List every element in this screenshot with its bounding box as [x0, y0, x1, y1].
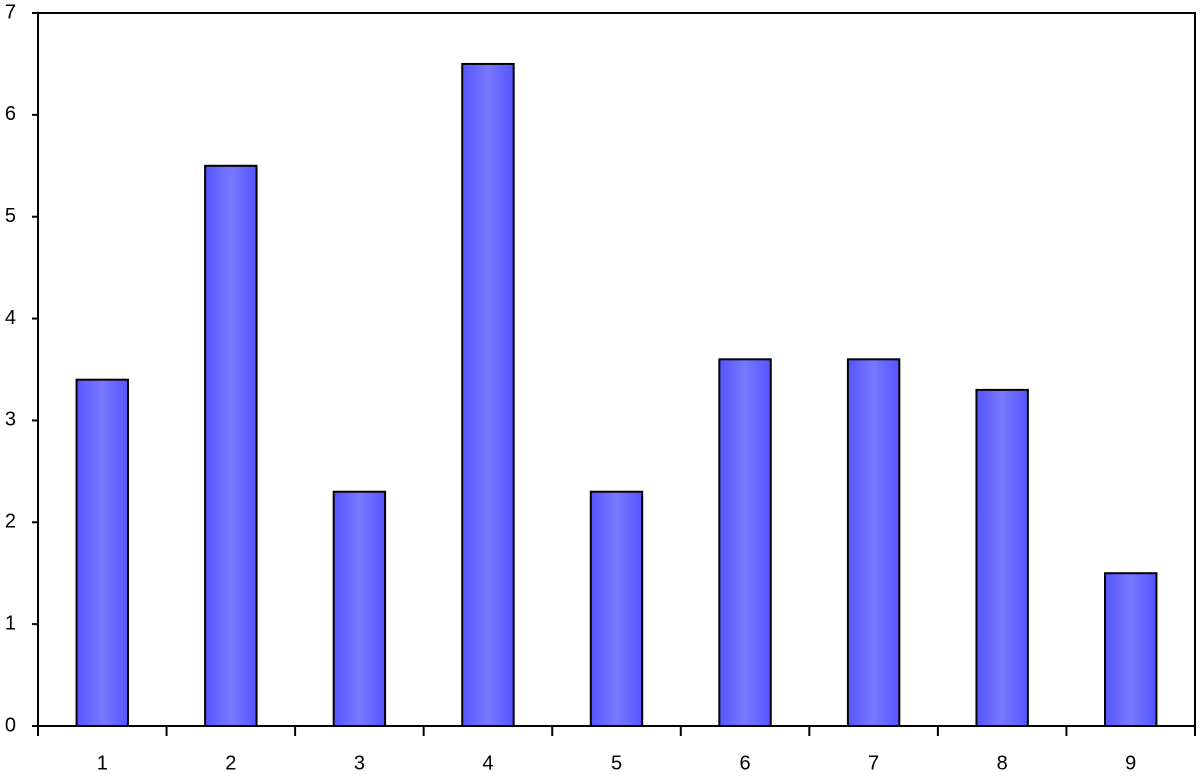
x-tick-label: 8 — [997, 752, 1008, 774]
bar — [332, 490, 387, 727]
x-tick-label: 7 — [868, 752, 879, 774]
y-tick-label: 5 — [5, 205, 16, 227]
bar — [975, 388, 1029, 727]
y-tick-label: 6 — [5, 103, 16, 125]
bar — [589, 490, 644, 727]
bar — [718, 358, 772, 727]
bar — [1104, 572, 1158, 728]
bar — [204, 164, 258, 728]
y-tick-label: 3 — [5, 409, 16, 431]
x-tick-label: 2 — [225, 752, 236, 774]
y-tick-label: 1 — [5, 612, 16, 634]
x-tick-label: 3 — [354, 752, 365, 774]
x-tick-label: 5 — [611, 752, 622, 774]
y-tick-label: 2 — [5, 511, 16, 533]
bar — [75, 378, 129, 727]
y-tick-label: 0 — [5, 714, 16, 736]
x-tick-label: 4 — [482, 752, 493, 774]
y-tick-label: 7 — [5, 1, 16, 23]
bar — [461, 62, 515, 727]
x-tick-label: 1 — [97, 752, 108, 774]
y-tick-label: 4 — [5, 307, 16, 329]
x-tick-label: 9 — [1125, 752, 1136, 774]
x-tick-label: 6 — [739, 752, 750, 774]
bar — [846, 358, 901, 727]
